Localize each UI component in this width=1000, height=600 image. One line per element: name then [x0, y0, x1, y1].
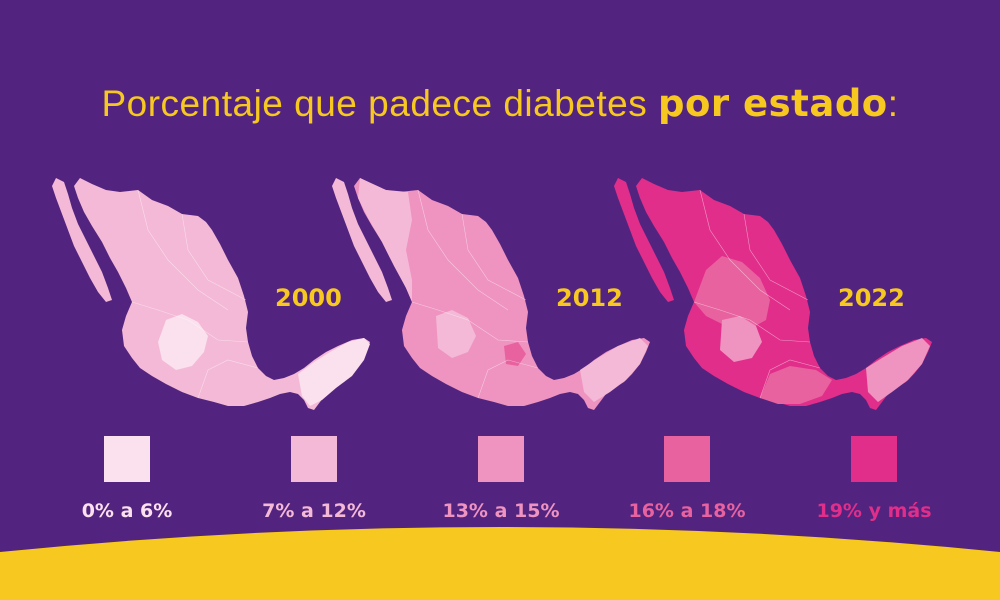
map-2012-northwest-region [358, 178, 412, 302]
legend-swatch-16-18 [664, 436, 710, 482]
legend-swatch-19-plus [851, 436, 897, 482]
legend-swatch-7-12 [291, 436, 337, 482]
legend-label-7-12: 7% a 12% [262, 500, 366, 522]
bottom-wave-decoration [0, 527, 1000, 600]
map-2000-central-region [158, 314, 208, 370]
map-2012-center-highlight [504, 342, 526, 366]
map-2022-west-region [694, 256, 770, 330]
title-bold-text: por estado [658, 82, 888, 125]
legend-label-19-plus: 19% y más [816, 500, 932, 522]
page-title: Porcentaje que padece diabetes por estad… [0, 82, 1000, 125]
map-2012-year-label: 2012 [556, 284, 623, 312]
legend-label-16-18: 16% a 18% [628, 500, 746, 522]
legend-swatch-0-6 [104, 436, 150, 482]
map-2000-year-label: 2000 [275, 284, 342, 312]
legend-label-0-6: 0% a 6% [81, 500, 173, 522]
map-2012-central-region [436, 310, 476, 358]
map-2000-yucatan-region [298, 338, 370, 406]
map-2012 [332, 178, 650, 410]
legend-label-13-15: 13% a 15% [442, 500, 560, 522]
title-text: Porcentaje que padece diabetes [101, 83, 659, 124]
map-2022-central-region [720, 316, 762, 362]
map-2022-yucatan-region [866, 338, 930, 402]
map-2012-state-borders [411, 189, 539, 399]
map-2022-state-borders [693, 189, 821, 399]
map-2022 [614, 178, 932, 410]
legend-swatch-13-15 [478, 436, 524, 482]
map-2000 [52, 178, 370, 410]
map-2012-yucatan-region [580, 338, 648, 402]
title-colon: : [887, 83, 899, 124]
map-2022-south-region [760, 366, 832, 404]
map-2022-year-label: 2022 [838, 284, 905, 312]
map-2000-state-borders [131, 189, 259, 399]
